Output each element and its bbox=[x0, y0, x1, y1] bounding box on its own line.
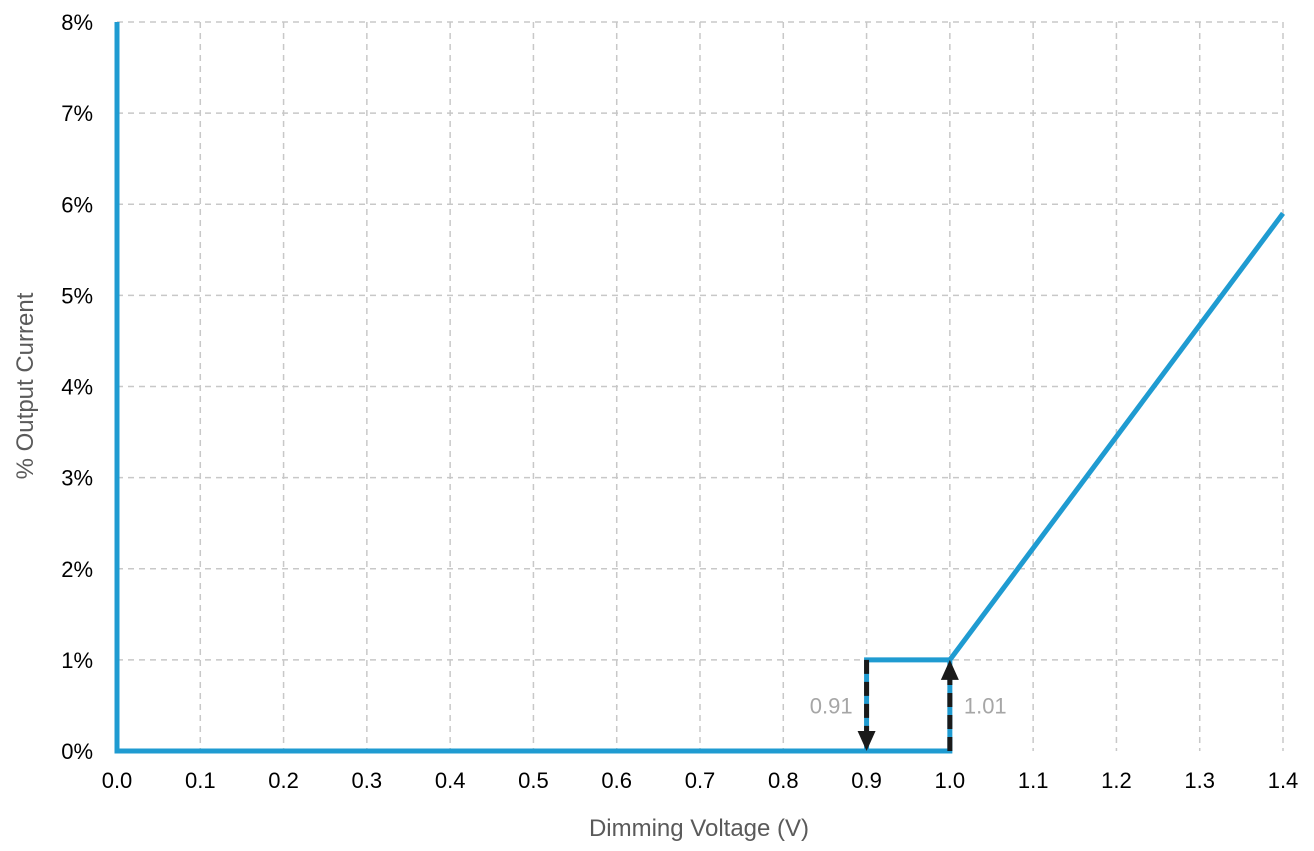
x-tick-label: 0.6 bbox=[601, 768, 632, 793]
y-tick-label: 8% bbox=[61, 10, 93, 35]
annotation-label-1: 0.91 bbox=[810, 693, 853, 718]
y-tick-label: 2% bbox=[61, 557, 93, 582]
x-tick-label: 0.0 bbox=[102, 768, 133, 793]
x-axis-label: Dimming Voltage (V) bbox=[589, 815, 809, 842]
y-tick-label: 7% bbox=[61, 101, 93, 126]
y-tick-label: 4% bbox=[61, 375, 93, 400]
y-tick-label: 0% bbox=[61, 739, 93, 764]
y-tick-label: 5% bbox=[61, 283, 93, 308]
annotation-arrow-head-2 bbox=[940, 659, 959, 680]
x-tick-label: 0.1 bbox=[185, 768, 216, 793]
x-tick-label: 0.2 bbox=[268, 768, 299, 793]
x-tick-label: 0.7 bbox=[685, 768, 716, 793]
series-line-2 bbox=[947, 211, 1286, 662]
annotations: 0.91 1.01 bbox=[810, 659, 1007, 751]
y-tick-label: 6% bbox=[61, 192, 93, 217]
annotation-arrow-head-1 bbox=[857, 731, 876, 751]
x-tick-label: 1.4 bbox=[1268, 768, 1299, 793]
x-tick-label: 0.3 bbox=[352, 768, 383, 793]
x-tick-label: 1.0 bbox=[935, 768, 966, 793]
annotation-label-2: 1.01 bbox=[964, 693, 1007, 718]
x-tick-label: 1.3 bbox=[1184, 768, 1215, 793]
x-tick-label: 1.1 bbox=[1018, 768, 1049, 793]
grid bbox=[117, 21, 1284, 751]
y-axis-label: % Output Current bbox=[12, 292, 39, 479]
x-tick-label: 0.8 bbox=[768, 768, 799, 793]
x-tick-label: 1.2 bbox=[1101, 768, 1132, 793]
x-tick-label: 0.9 bbox=[851, 768, 882, 793]
x-tick-label: 0.5 bbox=[518, 768, 549, 793]
y-tick-label: 1% bbox=[61, 648, 93, 673]
tick-labels: 0.0 0.1 0.2 0.3 0.4 0.5 0.6 0.7 0.8 0.9 1.0 1.1 1.2 1… bbox=[61, 10, 1298, 793]
y-tick-label: 3% bbox=[61, 466, 93, 491]
x-tick-label: 0.4 bbox=[435, 768, 466, 793]
